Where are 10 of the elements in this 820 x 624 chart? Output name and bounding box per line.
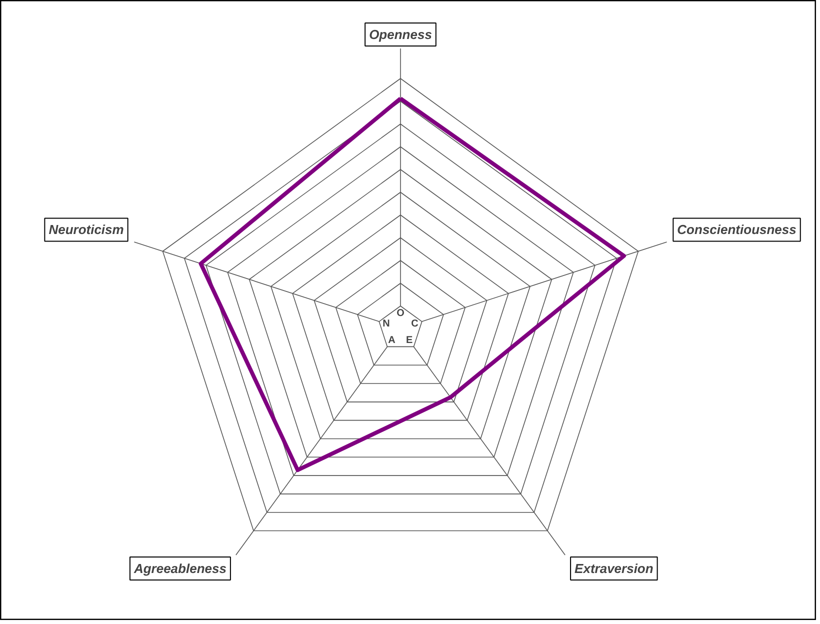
- text: N: [382, 318, 390, 330]
- spoke-label: Neuroticism: [48, 222, 124, 238]
- text: A: [388, 335, 396, 346]
- spoke-label: Extraversion: [574, 561, 654, 576]
- text: O: [396, 308, 405, 319]
- spoke-label: Agreeableness: [132, 561, 226, 576]
- text: E: [406, 335, 413, 346]
- spoke-label: Openness: [369, 27, 432, 42]
- text: C: [411, 318, 418, 330]
- spoke-label: Conscientiousness: [677, 222, 796, 238]
